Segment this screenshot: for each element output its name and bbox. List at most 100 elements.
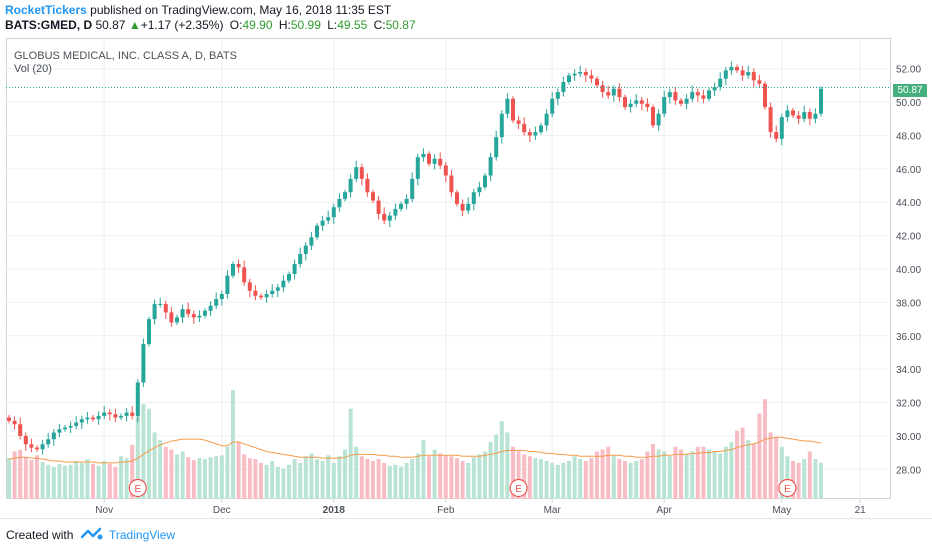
candle — [455, 189, 459, 207]
volume-bar — [802, 459, 807, 499]
candle-body — [74, 422, 79, 426]
candle — [539, 122, 543, 135]
volume-bar — [242, 454, 247, 499]
candle — [712, 82, 717, 96]
candle-body — [757, 80, 762, 84]
candle-body — [735, 67, 739, 71]
volume-bar — [488, 442, 493, 499]
candle — [169, 306, 174, 327]
candle — [23, 432, 28, 451]
candle-body — [718, 78, 723, 88]
price-chart[interactable]: E E E 28.00 30.00 32.00 34.00 36.00 38.00 40.00 42… — [0, 0, 932, 518]
candle — [331, 203, 336, 224]
candle-body — [404, 198, 409, 204]
candle — [158, 297, 163, 308]
volume-bar — [785, 456, 790, 499]
candle-body — [516, 120, 521, 124]
candle — [354, 160, 359, 183]
candle — [589, 69, 594, 84]
volume-bar — [639, 459, 644, 499]
candle-body — [354, 167, 359, 179]
tradingview-logo-icon[interactable] — [80, 527, 104, 541]
candle-body — [690, 92, 695, 99]
candle-body — [242, 267, 247, 283]
candle — [443, 162, 448, 183]
candle-body — [68, 425, 73, 428]
volume-bar — [264, 464, 269, 499]
candle — [623, 94, 627, 110]
candle — [572, 69, 577, 81]
volume-bar — [275, 466, 280, 499]
candle — [757, 74, 762, 89]
y-tick-label: 52.00 — [896, 65, 921, 76]
volume-bar — [466, 462, 471, 499]
volume-bar — [399, 466, 403, 499]
volume-bar — [63, 465, 67, 499]
candle — [746, 65, 751, 79]
candle-body — [471, 192, 476, 204]
volume-bar — [298, 462, 303, 499]
volume-bar — [180, 451, 185, 499]
volume-bar — [606, 446, 611, 499]
candle-body — [292, 263, 297, 275]
y-tick-label: 40.00 — [896, 265, 921, 276]
earnings-circle — [778, 478, 797, 498]
candle — [57, 423, 62, 438]
volume-bar — [96, 465, 101, 499]
candle — [494, 130, 499, 161]
candle — [791, 107, 795, 118]
ohlc-line: BATS:GMED, D 50.87 ▲+1.17 (+2.35%) O:49.… — [5, 18, 416, 32]
y-tick-label: 50.00 — [896, 98, 921, 109]
candle-body — [23, 435, 28, 445]
volume-bar — [371, 461, 375, 499]
candle-body — [572, 73, 577, 76]
volume-bar — [751, 443, 756, 499]
author-link[interactable]: RocketTickers — [5, 3, 87, 17]
x-tick-label: Apr — [656, 505, 672, 516]
candle-body — [494, 137, 499, 158]
change-value: +1.17 (+2.35%) — [140, 18, 224, 32]
candle-body — [740, 70, 745, 76]
candle-body — [449, 175, 454, 193]
volume-bar — [774, 437, 779, 499]
earnings-marker: E — [778, 478, 797, 498]
candle-body — [214, 299, 219, 306]
volume-bar — [712, 451, 717, 499]
volume-bar — [679, 449, 683, 499]
candle — [253, 285, 258, 301]
y-tick-label: 30.00 — [896, 432, 921, 443]
candle-body — [544, 113, 549, 126]
volume-bar — [813, 459, 818, 499]
candle — [236, 259, 241, 273]
candle — [135, 379, 140, 423]
volume-bar — [589, 458, 594, 499]
high-label: H: — [278, 18, 291, 32]
tradingview-brand-link[interactable]: TradingView — [109, 528, 176, 542]
candle — [807, 108, 812, 126]
candle-body — [763, 83, 767, 108]
y-tick-label: 38.00 — [896, 298, 921, 309]
candle — [477, 181, 482, 197]
x-tick-label: Dec — [213, 505, 231, 516]
candle-body — [270, 290, 275, 295]
volume-bar — [74, 461, 79, 499]
candle-body — [410, 178, 415, 199]
volume-bar — [499, 421, 504, 499]
volume-bar — [578, 459, 583, 499]
candle — [197, 310, 202, 322]
volume-bar — [231, 389, 235, 499]
candle-body — [751, 72, 756, 81]
candle — [35, 445, 39, 452]
candle — [432, 154, 437, 170]
candle — [264, 289, 269, 303]
candle — [595, 76, 599, 88]
candle-body — [477, 187, 482, 193]
candle — [102, 406, 107, 420]
volume-bar — [746, 440, 751, 499]
volume-bar — [387, 465, 392, 499]
candle — [763, 81, 767, 110]
candle — [550, 92, 555, 118]
candle — [343, 189, 347, 202]
candle-body — [595, 78, 599, 86]
candle — [774, 125, 779, 143]
